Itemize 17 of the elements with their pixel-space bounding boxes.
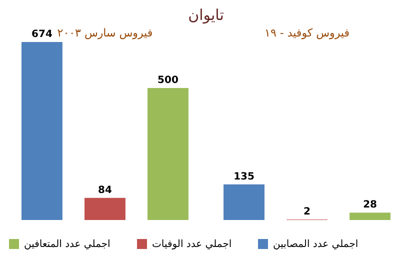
- chart-title: تايوان: [188, 6, 224, 24]
- legend-label: اجملي عدد الوفيات: [152, 239, 232, 250]
- x-tick-label: فيروس كوفيد - ١٩: [264, 26, 350, 40]
- bar: [84, 198, 126, 220]
- data-label: 674: [32, 29, 52, 40]
- data-label: 2: [304, 206, 311, 218]
- bar: [21, 42, 62, 220]
- bar: [148, 88, 188, 220]
- data-label: 84: [98, 184, 112, 196]
- data-label: 135: [234, 171, 254, 182]
- data-label: 28: [363, 200, 378, 211]
- legend-label: اجملي عدد المتعافين: [24, 239, 110, 250]
- x-tick-label: فيروس سارس ٢٠٠٣: [57, 26, 153, 40]
- bar: [224, 184, 264, 220]
- legend-label: اجملي عدد المصابين: [273, 239, 358, 250]
- bar: [350, 212, 391, 220]
- data-label: 500: [158, 74, 178, 86]
